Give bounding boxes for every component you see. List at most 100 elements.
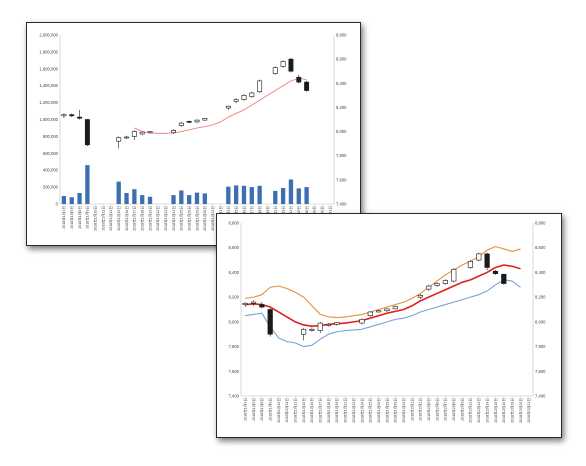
candle-body [451,269,457,282]
candlestick-band-chart: 8,800 8,600 8,400 8,200 8,000 7,800 7,600 7,400… [229,221,547,423]
x-tick-label: 2018年1月5日 [251,398,256,421]
candle-body [139,131,145,135]
x-tick-label: 2018年1月15日 [301,398,306,423]
candle-body [309,328,315,331]
x-tick-label: 2018年1月11日 [100,206,105,231]
x-tick-label: 2018年1月9日 [85,206,90,229]
left-tick-label: 800,000 [43,134,59,139]
right-tick-label: 8,200 [535,295,546,300]
candle-body [501,273,507,284]
x-tick-label: 2018年1月31日 [210,206,215,231]
x-tick-label: 2018年1月8日 [259,398,264,421]
candle-body [249,92,255,97]
right-tick-label: 7,800 [535,344,546,349]
candle-body [484,253,490,268]
right-tick-label: 8,600 [535,245,546,250]
x-tick-label: 2018年1月30日 [202,206,207,231]
candle-body [124,136,129,139]
left-tick-label: 8,200 [229,295,240,300]
candle-body [171,130,176,134]
x-tick-label: 2018年1月26日 [186,206,191,231]
volume-bar [61,195,67,204]
x-tick-label: 2018年1月10日 [276,398,281,423]
x-tick-label: 2018年1月17日 [132,206,137,231]
candle-body [492,270,499,274]
volume-bar [147,196,153,204]
x-tick-label: 2018年2月6日 [434,398,439,421]
candle-body [77,116,83,119]
candle-body [442,280,448,284]
candle-body [359,319,365,324]
candle-body [257,80,263,93]
x-tick-label: 2018年1月19日 [147,206,152,231]
x-tick-label: 2018年2月21日 [526,398,531,423]
x-tick-label: 2018年1月18日 [326,398,331,423]
chart-panel-bands: 8,800 8,600 8,400 8,200 8,000 7,800 7,600 7,400… [216,213,562,438]
x-tick-label: 2018年1月26日 [376,398,381,423]
volume-bar [249,187,254,204]
volume-bar [187,195,192,204]
candle-body [280,61,286,67]
volume-bar [296,188,301,204]
candle-body [426,285,432,290]
left-tick-label: 7,400 [229,394,240,399]
candle-body [300,328,307,335]
left-tick-label: 0 [56,202,59,207]
candle-body [259,304,265,308]
candle-body [272,67,278,74]
left-tick-label: 8,400 [229,270,240,275]
x-tick-label: 2018年1月9日 [268,398,273,421]
x-tick-label: 2018年2月7日 [443,398,448,421]
x-tick-label: 2018年1月4日 [61,206,66,229]
x-tick-label: 2018年2月5日 [426,398,431,421]
x-tick-label: 2018年2月1日 [409,398,414,421]
candle-body [326,324,332,326]
x-tick-label: 2018年2月2日 [418,398,423,421]
left-tick-label: 1,000,000 [39,117,58,122]
left-tick-label: 1,400,000 [39,83,58,88]
x-tick-label: 2018年2月19日 [509,398,514,423]
left-tick-label: 200,000 [43,185,59,190]
candlestick-volume-chart: 2,000,000 1,800,000 1,600,000 1,400,000 1,20… [39,33,347,231]
left-tick-label: 1,200,000 [39,100,58,105]
volume-bar [77,193,82,204]
volume-bar [179,190,184,204]
volume-bar [304,187,309,204]
left-tick-label: 1,800,000 [39,49,58,54]
x-tick-label: 2018年1月29日 [194,206,199,231]
left-tick-label: 1,600,000 [39,66,58,71]
candle-body [417,294,423,298]
x-tick-label: 2018年2月12日 [468,398,473,423]
right-tick-label: 7,600 [535,369,546,374]
x-tick-label: 2018年1月29日 [384,398,389,423]
volume-bar [124,193,129,204]
left-tick-label: 8,600 [229,245,240,250]
x-tick-label: 2018年2月8日 [451,398,456,421]
candle-body [241,95,247,100]
lower-band-line [245,279,521,348]
volume-bar [140,195,145,204]
volume-bar [69,197,74,204]
right-tick-label: 8,000 [336,129,347,134]
right-tick-label: 7,600 [336,177,347,182]
chart-panel-volume: 2,000,000 1,800,000 1,600,000 1,400,000 1,20… [26,22,361,246]
x-tick-label: 2018年1月16日 [124,206,129,231]
left-tick-label: 8,000 [229,319,240,324]
candle-body [367,311,373,316]
x-tick-label: 2018年2月20日 [518,398,523,423]
volume-bar [85,165,90,204]
left-tick-label: 7,800 [229,344,240,349]
volume-bar [202,193,207,204]
x-tick-label: 2018年1月15日 [116,206,121,231]
x-tick-label: 2018年2月16日 [501,398,506,423]
x-tick-label: 2018年1月18日 [140,206,145,231]
x-tick-label: 2018年2月14日 [484,398,489,423]
right-tick-label: 7,800 [336,153,347,158]
volume-bar [116,181,121,204]
volume-bar [226,186,231,204]
x-tick-label: 2018年1月8日 [77,206,82,229]
candle-body [194,119,200,123]
x-tick-label: 2018年1月19日 [334,398,339,423]
candle-body [225,105,231,109]
x-tick-label: 2018年2月15日 [493,398,498,423]
